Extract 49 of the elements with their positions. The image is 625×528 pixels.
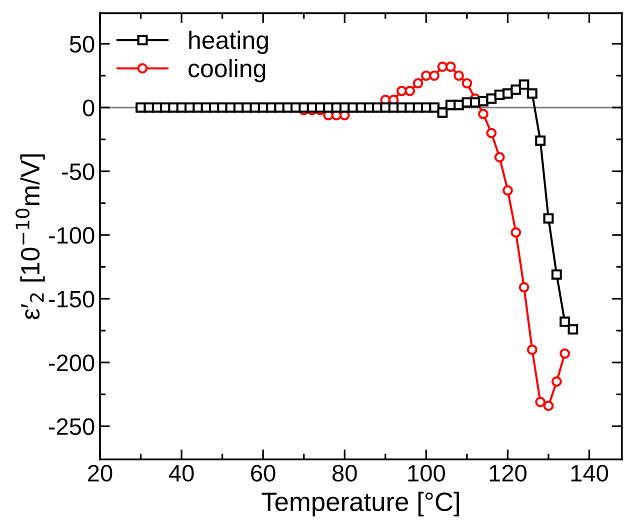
legend-label: heating (189, 30, 268, 54)
y-tick-label: 50 (70, 36, 94, 53)
point (510, 227, 522, 238)
point (551, 376, 562, 387)
point (526, 88, 538, 99)
point (404, 86, 416, 96)
x-tick-label: 20 (88, 464, 112, 482)
point (535, 135, 546, 146)
point (568, 324, 578, 335)
point (429, 70, 440, 81)
y-tick-label: -200 (48, 354, 94, 372)
point (486, 93, 497, 104)
point (518, 282, 530, 292)
x-tick-label: 120 (490, 464, 526, 482)
x-axis-title: Temperature [°C] (262, 492, 459, 516)
y-tick-label: 0 (82, 100, 94, 116)
point (510, 84, 522, 95)
x-tick-label: 100 (408, 464, 445, 482)
y-tick-label: -150 (48, 290, 94, 308)
x-tick-label: 40 (168, 464, 194, 482)
point (502, 185, 513, 196)
point (518, 79, 530, 90)
point (486, 128, 497, 138)
point (494, 152, 505, 162)
point (560, 316, 570, 327)
y-axis-title: ε′$_{2}$ [10$^{−10}$m/V] (16, 154, 45, 320)
y-tick-label: -50 (62, 163, 94, 180)
point (543, 213, 554, 224)
point (454, 70, 464, 81)
point (437, 62, 448, 72)
x-tick-label: 80 (332, 464, 357, 482)
point (551, 269, 562, 280)
point (560, 348, 570, 359)
point (412, 78, 424, 89)
point (535, 396, 546, 408)
point (478, 108, 488, 120)
point (437, 107, 448, 118)
y-tick-label: -100 (48, 227, 94, 244)
legend-label: cooling (188, 59, 266, 82)
y-tick-label: -250 (48, 418, 94, 436)
point (526, 344, 538, 355)
x-tick-label: 140 (571, 464, 608, 482)
point (429, 102, 440, 113)
x-tick-label: 60 (251, 464, 276, 482)
point (445, 62, 456, 72)
point (396, 86, 407, 96)
point (543, 400, 554, 412)
point (420, 70, 432, 81)
point (462, 78, 472, 89)
